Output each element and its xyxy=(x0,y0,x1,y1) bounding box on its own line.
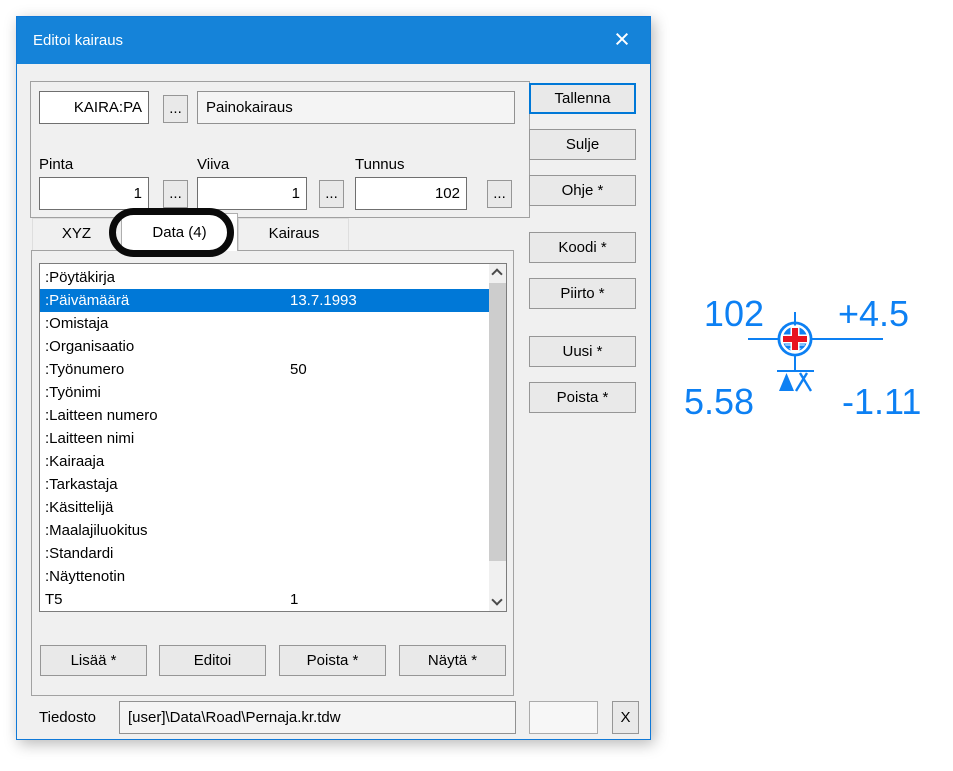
tab-data[interactable]: Data (4) xyxy=(121,213,238,251)
footer-mini-field[interactable] xyxy=(529,701,598,734)
tab-xyz[interactable]: XYZ xyxy=(61,225,92,242)
tallenna-button[interactable]: Tallenna xyxy=(529,83,636,114)
list-item[interactable]: :Standardi xyxy=(45,545,114,562)
viiva-label: Viiva xyxy=(197,156,230,173)
edit-drilling-dialog: Editoi kairaus × ... Painokairaus Pinta … xyxy=(16,16,651,740)
nayta-button[interactable]: Näytä * xyxy=(399,645,506,676)
list-item[interactable]: :Maalajiluokitus xyxy=(45,522,148,539)
list-item[interactable]: :Tarkastaja xyxy=(45,476,118,493)
pinta-label: Pinta xyxy=(39,156,74,173)
code-browse-button[interactable]: ... xyxy=(163,95,188,123)
scroll-up-icon[interactable] xyxy=(489,264,506,281)
scroll-down-icon[interactable] xyxy=(489,594,506,611)
elevation-label: +4.5 xyxy=(838,293,909,334)
data-listbox[interactable]: :Pöytäkirja :Päivämäärä 13.7.1993 :Omista… xyxy=(39,263,507,612)
list-item-selected[interactable]: :Päivämäärä 13.7.1993 xyxy=(40,289,489,312)
viiva-field[interactable] xyxy=(197,177,307,210)
drilling-type-field: Painokairaus xyxy=(197,91,515,124)
tiedosto-label: Tiedosto xyxy=(39,709,96,726)
window-title: Editoi kairaus xyxy=(33,32,124,49)
tunnus-field[interactable] xyxy=(355,177,467,210)
list-scrollbar[interactable] xyxy=(489,264,506,611)
lisaa-button[interactable]: Lisää * xyxy=(40,645,147,676)
list-item[interactable]: :Laitteen nimi xyxy=(45,430,135,447)
list-item[interactable]: :Laitteen numero xyxy=(45,407,158,424)
list-item[interactable]: :Käsittelijä xyxy=(45,499,114,516)
titlebar: Editoi kairaus xyxy=(17,17,650,64)
tip-triangle xyxy=(779,373,794,391)
list-items: :Pöytäkirja :Päivämäärä 13.7.1993 :Omista… xyxy=(40,266,489,611)
tunnus-browse-button[interactable]: ... xyxy=(487,180,512,208)
clear-file-button[interactable]: X xyxy=(612,701,639,734)
list-item[interactable]: :Näyttenotin xyxy=(45,568,126,585)
list-item[interactable]: :Omistaja xyxy=(45,315,109,332)
uusi-button[interactable]: Uusi * xyxy=(529,336,636,367)
file-path-field[interactable]: [user]\Data\Road\Pernaja.kr.tdw xyxy=(119,701,516,734)
scrollbar-thumb[interactable] xyxy=(489,283,506,561)
pinta-field[interactable] xyxy=(39,177,149,210)
close-icon[interactable]: × xyxy=(614,24,630,54)
weight-sounding-symbol-graphic: 102 +4.5 5.58 -1.11 xyxy=(684,293,921,422)
ohje-button[interactable]: Ohje * xyxy=(529,175,636,206)
koodi-button[interactable]: Koodi * xyxy=(529,232,636,263)
point-id-label: 102 xyxy=(704,293,764,334)
tab-kairaus[interactable]: Kairaus xyxy=(238,218,349,250)
depth-right-label: -1.11 xyxy=(842,381,921,422)
list-item[interactable]: :Organisaatio xyxy=(45,338,135,355)
sulje-button[interactable]: Sulje xyxy=(529,129,636,160)
piirto-button[interactable]: Piirto * xyxy=(529,278,636,309)
poista-button[interactable]: Poista * xyxy=(529,382,636,413)
code-field[interactable] xyxy=(39,91,149,124)
tunnus-label: Tunnus xyxy=(355,156,405,173)
editoi-button[interactable]: Editoi xyxy=(159,645,266,676)
depth-left-label: 5.58 xyxy=(684,381,754,422)
poista-item-button[interactable]: Poista * xyxy=(279,645,386,676)
list-item[interactable]: :Työnimi xyxy=(45,384,101,401)
list-item[interactable]: :Pöytäkirja xyxy=(45,269,116,286)
pinta-browse-button[interactable]: ... xyxy=(163,180,188,208)
drilling-point-symbol: 102 +4.5 5.58 -1.11 xyxy=(680,285,953,433)
list-item[interactable]: :Työnumero 50 xyxy=(45,361,307,378)
list-item[interactable]: T5 1 xyxy=(45,591,299,608)
viiva-browse-button[interactable]: ... xyxy=(319,180,344,208)
list-item[interactable]: :Kairaaja xyxy=(45,453,105,470)
